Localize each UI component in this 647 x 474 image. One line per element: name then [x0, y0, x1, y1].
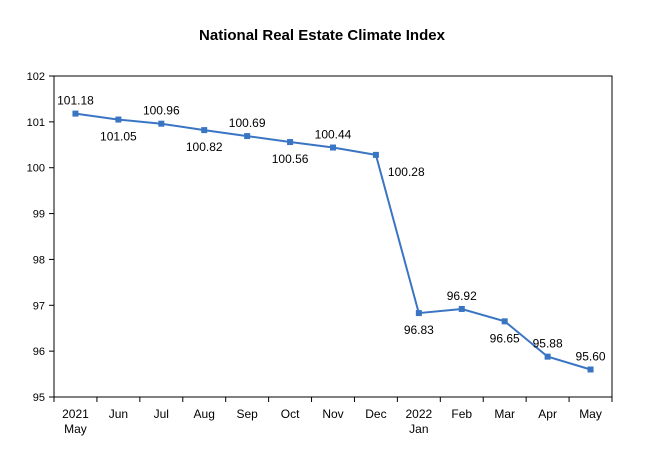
data-point — [287, 139, 294, 146]
data-points — [72, 110, 594, 373]
data-label: 100.28 — [388, 165, 425, 179]
y-tick-label: 96 — [33, 346, 45, 358]
x-tick-label: May — [64, 422, 87, 436]
data-point — [415, 310, 422, 317]
y-tick-label: 101 — [27, 117, 45, 129]
y-tick-label: 102 — [27, 71, 45, 83]
x-tick-label: Jun — [109, 407, 128, 421]
y-axis: 95 96 97 98 99 100 101 102 — [27, 71, 54, 404]
x-tick-label: Aug — [194, 407, 215, 421]
x-tick-label: Nov — [322, 407, 343, 421]
y-tick-label: 97 — [33, 300, 45, 312]
data-label: 95.88 — [533, 337, 563, 351]
data-point — [372, 151, 379, 158]
data-labels: 101.18 101.05 100.96 100.82 100.69 100.56 100.… — [57, 94, 606, 364]
data-point — [244, 133, 251, 140]
data-point — [330, 144, 336, 151]
x-tick-label: Mar — [494, 407, 515, 421]
data-label: 100.44 — [315, 128, 352, 142]
data-point — [201, 127, 208, 134]
y-tick-label: 100 — [27, 163, 45, 175]
data-label: 101.05 — [100, 130, 137, 144]
data-point — [458, 305, 465, 312]
y-tick-label: 95 — [33, 392, 45, 404]
plot-area — [53, 75, 613, 398]
data-label: 100.96 — [143, 104, 180, 118]
x-tick-label: Jan — [409, 422, 428, 436]
data-label: 100.56 — [272, 152, 309, 166]
x-tick-label: May — [579, 407, 602, 421]
data-point — [72, 110, 79, 117]
chart-title: National Real Estate Climate Index — [199, 27, 446, 44]
x-tick-label: Jul — [154, 407, 169, 421]
data-point — [158, 120, 165, 127]
data-label: 96.65 — [490, 331, 520, 345]
data-label: 100.82 — [186, 140, 223, 154]
data-label: 101.18 — [57, 94, 94, 108]
y-tick-label: 99 — [33, 209, 45, 221]
x-tick-label: 2021 — [62, 407, 89, 421]
x-tick-label: Oct — [281, 407, 300, 421]
y-tick-label: 98 — [33, 254, 45, 266]
x-tick-label: Dec — [365, 407, 386, 421]
x-tick-label: Feb — [451, 407, 472, 421]
data-label: 96.83 — [404, 323, 434, 337]
x-tick-label: Apr — [538, 407, 557, 421]
x-tick-label: Sep — [236, 407, 258, 421]
data-point — [587, 366, 594, 373]
data-point — [501, 318, 508, 325]
data-label: 96.92 — [447, 289, 477, 303]
data-label: 95.60 — [576, 349, 606, 363]
data-point — [115, 116, 122, 123]
x-tick-label: 2022 — [405, 407, 432, 421]
data-label: 100.69 — [229, 116, 266, 130]
data-point — [544, 353, 551, 360]
